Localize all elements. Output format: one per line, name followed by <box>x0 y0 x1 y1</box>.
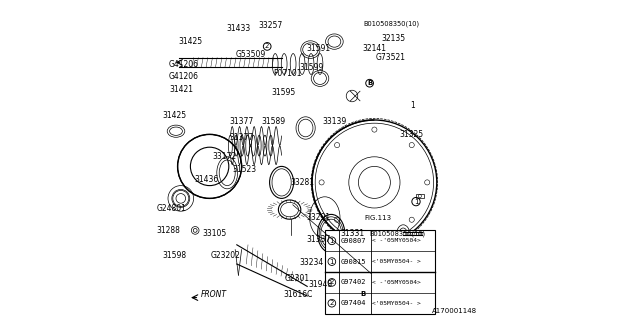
Text: 31433: 31433 <box>227 24 250 33</box>
Text: B: B <box>360 292 366 297</box>
Text: 31591: 31591 <box>307 44 330 52</box>
Text: G90815: G90815 <box>340 259 365 265</box>
Text: G2301: G2301 <box>285 274 310 283</box>
Text: 31598: 31598 <box>163 252 186 260</box>
Text: 31325: 31325 <box>399 130 423 139</box>
Text: 31425: 31425 <box>179 37 202 46</box>
Text: G41206: G41206 <box>169 60 199 68</box>
Text: 1: 1 <box>330 259 334 265</box>
Text: <'05MY0504- >: <'05MY0504- > <box>372 259 421 264</box>
Text: 33234: 33234 <box>300 258 324 267</box>
Text: 2: 2 <box>330 300 334 306</box>
Text: FRONT: FRONT <box>201 290 227 299</box>
Text: 2: 2 <box>265 44 269 49</box>
Text: 31377: 31377 <box>230 117 253 126</box>
Text: 31589: 31589 <box>262 117 285 126</box>
Text: B: B <box>367 80 372 86</box>
Text: 32141: 32141 <box>362 44 387 52</box>
Text: 31425: 31425 <box>163 111 186 120</box>
Text: FIG.113: FIG.113 <box>365 215 392 220</box>
Text: 33105: 33105 <box>202 229 227 238</box>
Bar <box>416 194 424 198</box>
Text: 1: 1 <box>410 101 415 110</box>
Text: 33172: 33172 <box>212 152 236 161</box>
Text: 31616C: 31616C <box>283 290 312 299</box>
Text: 1: 1 <box>413 199 419 204</box>
Text: 32135: 32135 <box>381 34 406 43</box>
Text: B010508350(10): B010508350(10) <box>370 230 426 237</box>
Text: G23202: G23202 <box>211 252 241 260</box>
Text: 33291: 33291 <box>307 213 330 222</box>
Text: 33257: 33257 <box>259 21 282 30</box>
Text: 31948: 31948 <box>308 280 332 289</box>
Text: 31288: 31288 <box>156 226 180 235</box>
Text: 33139: 33139 <box>323 117 346 126</box>
Text: 31599: 31599 <box>300 63 324 72</box>
Text: A170001148: A170001148 <box>431 308 477 314</box>
Text: G24801: G24801 <box>156 204 186 212</box>
Bar <box>325 230 435 314</box>
Text: < -'05MY0504>: < -'05MY0504> <box>372 280 421 285</box>
Text: G97404: G97404 <box>340 300 365 306</box>
Text: 33281: 33281 <box>291 178 314 187</box>
Text: G97402: G97402 <box>340 279 365 285</box>
Text: 31377: 31377 <box>230 133 253 142</box>
Text: 31337: 31337 <box>307 236 330 244</box>
Text: 31436: 31436 <box>195 175 218 184</box>
Text: 31421: 31421 <box>170 85 194 94</box>
Text: G73521: G73521 <box>376 53 405 62</box>
Text: 31331: 31331 <box>340 229 364 238</box>
Text: B010508350(10): B010508350(10) <box>364 21 419 27</box>
Text: 2: 2 <box>330 279 334 285</box>
Text: <'05MY0504- >: <'05MY0504- > <box>372 301 421 306</box>
Text: F07101: F07101 <box>274 69 302 78</box>
Text: 31595: 31595 <box>271 88 295 97</box>
Text: < -'05MY0504>: < -'05MY0504> <box>372 238 421 243</box>
Text: G41206: G41206 <box>169 72 199 81</box>
Text: 1: 1 <box>330 238 334 244</box>
Text: 31523: 31523 <box>233 165 257 174</box>
Text: G90807: G90807 <box>340 238 365 244</box>
Text: G53509: G53509 <box>236 50 266 59</box>
